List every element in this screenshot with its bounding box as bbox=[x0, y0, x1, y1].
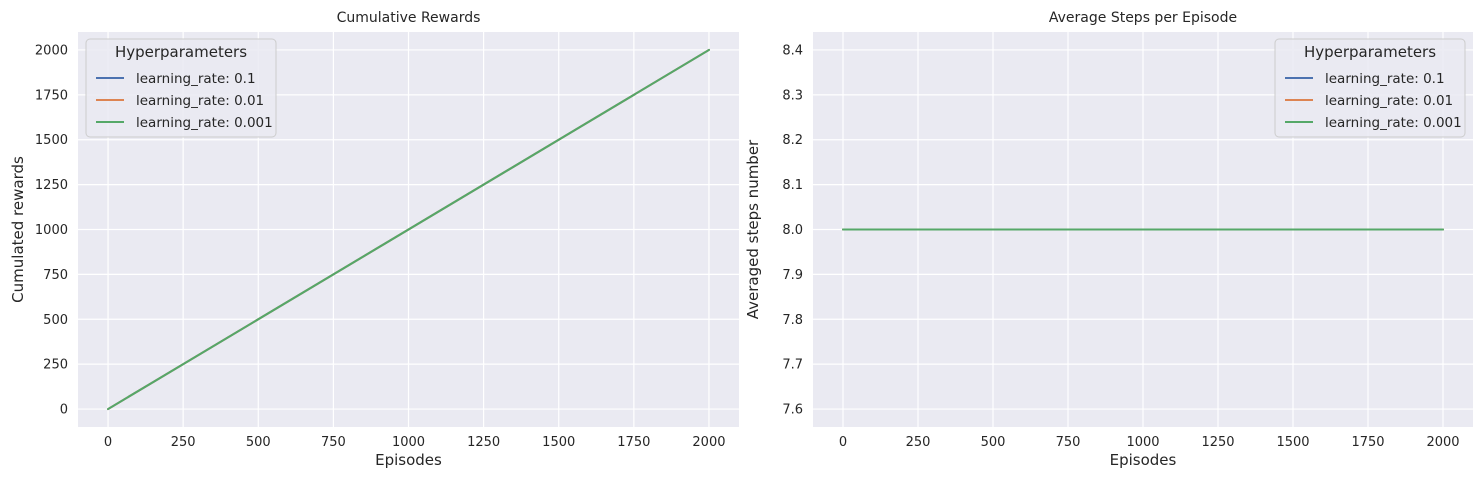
rewards-y-tick-label: 250 bbox=[43, 358, 68, 373]
rewards-y-tick-label: 750 bbox=[43, 268, 68, 283]
steps-x-tick-label: 2000 bbox=[1426, 435, 1459, 450]
steps-legend-label-2: learning_rate: 0.01 bbox=[1325, 93, 1453, 109]
rewards-y-tick-label: 0 bbox=[60, 403, 68, 418]
steps-legend-label-3: learning_rate: 0.001 bbox=[1325, 115, 1462, 131]
rewards-y-tick-label: 500 bbox=[43, 313, 68, 328]
steps-x-tick-label: 1250 bbox=[1201, 435, 1234, 450]
steps-x-tick-label: 250 bbox=[906, 435, 931, 450]
rewards-legend-label-2: learning_rate: 0.01 bbox=[136, 93, 264, 109]
steps-chart-title: Average Steps per Episode bbox=[1049, 10, 1237, 26]
rewards-x-axis-label: Episodes bbox=[375, 451, 442, 469]
rewards-x-tick-label: 2000 bbox=[692, 435, 725, 450]
steps-y-tick-label: 8.1 bbox=[782, 178, 803, 193]
steps-y-tick-label: 7.6 bbox=[782, 403, 803, 418]
rewards-y-tick-label: 1750 bbox=[35, 88, 68, 103]
rewards-y-tick-label: 2000 bbox=[35, 43, 68, 58]
steps-x-tick-label: 1500 bbox=[1276, 435, 1309, 450]
steps-x-tick-label: 1750 bbox=[1351, 435, 1384, 450]
steps-y-tick-label: 8.0 bbox=[782, 223, 803, 238]
rewards-x-tick-label: 1500 bbox=[542, 435, 575, 450]
rewards-x-tick-label: 750 bbox=[321, 435, 346, 450]
rewards-x-tick-label: 250 bbox=[171, 435, 196, 450]
rewards-x-tick-label: 1000 bbox=[392, 435, 425, 450]
steps-legend-box bbox=[1274, 38, 1466, 138]
steps-x-axis-label: Episodes bbox=[1110, 451, 1177, 469]
rewards-legend-box bbox=[85, 38, 277, 138]
rewards-x-tick-label: 0 bbox=[104, 435, 112, 450]
steps-y-axis-label: Averaged steps number bbox=[744, 139, 762, 319]
rewards-y-tick-label: 1500 bbox=[35, 133, 68, 148]
steps-x-tick-label: 1000 bbox=[1126, 435, 1159, 450]
rewards-series-line-3 bbox=[107, 48, 710, 411]
steps-legend-title: Hyperparameters bbox=[1304, 43, 1436, 61]
rewards-x-tick-label: 1250 bbox=[467, 435, 500, 450]
steps-y-tick-label: 7.8 bbox=[782, 313, 803, 328]
steps-x-tick-label: 0 bbox=[839, 435, 847, 450]
rewards-chart: 0 250 500 750 1000 1250 1500 1750 2000 0 250 500 750… bbox=[9, 10, 739, 469]
steps-y-tick-label: 7.7 bbox=[782, 358, 803, 373]
steps-chart: 0 250 500 750 1000 1250 1500 1750 2000 7.6 7.7 7.8 7… bbox=[744, 10, 1473, 469]
rewards-y-axis-label: Cumulated rewards bbox=[9, 156, 27, 303]
rewards-y-tick-label: 1000 bbox=[35, 223, 68, 238]
rewards-chart-title: Cumulative Rewards bbox=[337, 10, 481, 26]
rewards-legend-label-1: learning_rate: 0.1 bbox=[136, 71, 256, 87]
steps-legend-label-1: learning_rate: 0.1 bbox=[1325, 71, 1445, 87]
rewards-legend-label-3: learning_rate: 0.001 bbox=[136, 115, 273, 131]
steps-y-tick-label: 8.3 bbox=[782, 88, 803, 103]
rewards-x-tick-label: 500 bbox=[246, 435, 271, 450]
steps-y-tick-label: 8.4 bbox=[782, 43, 803, 58]
steps-x-tick-label: 500 bbox=[981, 435, 1006, 450]
steps-y-tick-label: 7.9 bbox=[782, 268, 803, 283]
rewards-legend: Hyperparameters learning_rate: 0.1 learnin… bbox=[85, 38, 277, 138]
rewards-x-tick-label: 1750 bbox=[617, 435, 650, 450]
steps-legend: Hyperparameters learning_rate: 0.1 learnin… bbox=[1274, 38, 1466, 138]
rewards-y-tick-label: 1250 bbox=[35, 178, 68, 193]
steps-x-tick-label: 750 bbox=[1056, 435, 1081, 450]
steps-y-tick-label: 8.2 bbox=[782, 133, 803, 148]
rewards-legend-title: Hyperparameters bbox=[115, 43, 247, 61]
